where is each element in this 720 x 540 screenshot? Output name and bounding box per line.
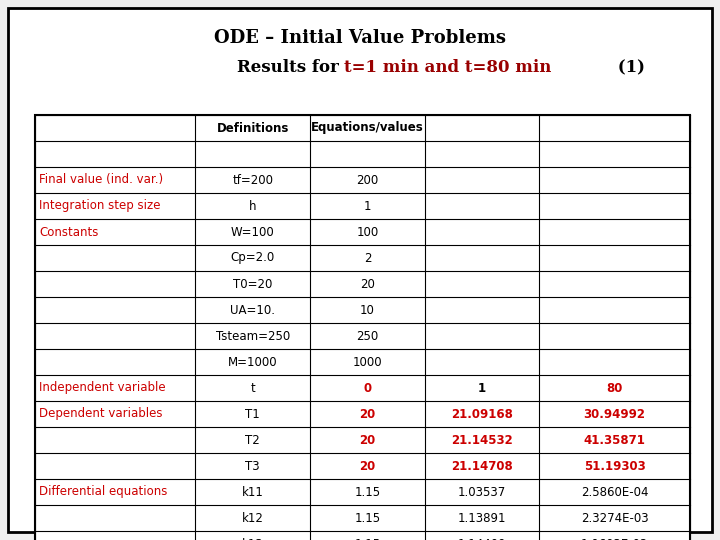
Text: 1.03537: 1.03537 <box>458 485 506 498</box>
Text: 1.15: 1.15 <box>354 537 380 540</box>
Text: T1: T1 <box>246 408 260 421</box>
Text: Results for: Results for <box>237 59 344 77</box>
Text: tf=200: tf=200 <box>233 173 274 186</box>
Text: 2.5860E-04: 2.5860E-04 <box>581 485 649 498</box>
Text: 30.94992: 30.94992 <box>584 408 646 421</box>
Text: 21.14708: 21.14708 <box>451 460 513 472</box>
Text: Differential equations: Differential equations <box>39 485 167 498</box>
Text: Constants: Constants <box>39 226 99 239</box>
Text: ODE – Initial Value Problems: ODE – Initial Value Problems <box>214 29 506 47</box>
Text: 2: 2 <box>364 252 372 265</box>
Text: k13: k13 <box>242 537 264 540</box>
Text: 1: 1 <box>364 199 372 213</box>
Text: Definitions: Definitions <box>217 122 289 134</box>
Text: W=100: W=100 <box>231 226 274 239</box>
Text: 20: 20 <box>359 460 376 472</box>
Text: 1000: 1000 <box>353 355 382 368</box>
Text: Final value (ind. var.): Final value (ind. var.) <box>39 173 163 186</box>
Text: 100: 100 <box>356 226 379 239</box>
Text: 1.15: 1.15 <box>354 511 380 524</box>
Text: k12: k12 <box>242 511 264 524</box>
Text: T0=20: T0=20 <box>233 278 272 291</box>
Bar <box>35 115 690 540</box>
Text: Cp=2.0: Cp=2.0 <box>230 252 275 265</box>
Text: 1.14409: 1.14409 <box>458 537 506 540</box>
Text: 21.09168: 21.09168 <box>451 408 513 421</box>
Text: UA=10.: UA=10. <box>230 303 275 316</box>
Text: 20: 20 <box>359 408 376 421</box>
Text: T3: T3 <box>246 460 260 472</box>
Text: 21.14532: 21.14532 <box>451 434 513 447</box>
Text: 1.15: 1.15 <box>354 485 380 498</box>
Text: (1): (1) <box>612 59 644 77</box>
Text: t=1 min and t=80 min: t=1 min and t=80 min <box>344 59 552 77</box>
Text: 2.3274E-03: 2.3274E-03 <box>581 511 649 524</box>
Text: k11: k11 <box>242 485 264 498</box>
Text: h: h <box>249 199 256 213</box>
Text: Tsteam=250: Tsteam=250 <box>216 329 290 342</box>
Text: Dependent variables: Dependent variables <box>39 408 163 421</box>
Text: 10: 10 <box>360 303 375 316</box>
Text: 200: 200 <box>356 173 379 186</box>
Text: 80: 80 <box>606 381 623 395</box>
Text: 1: 1 <box>478 381 486 395</box>
Text: 51.19303: 51.19303 <box>584 460 646 472</box>
Text: 0: 0 <box>364 381 372 395</box>
Text: T2: T2 <box>246 434 260 447</box>
Text: t: t <box>251 381 255 395</box>
Text: Independent variable: Independent variable <box>39 381 166 395</box>
Text: 20: 20 <box>360 278 375 291</box>
Text: Equations/values: Equations/values <box>311 122 424 134</box>
Text: 41.35871: 41.35871 <box>584 434 646 447</box>
Text: 250: 250 <box>356 329 379 342</box>
Text: 1.0603E-02: 1.0603E-02 <box>581 537 649 540</box>
Text: 20: 20 <box>359 434 376 447</box>
Text: Integration step size: Integration step size <box>39 199 161 213</box>
Text: 1.13891: 1.13891 <box>458 511 506 524</box>
Text: M=1000: M=1000 <box>228 355 278 368</box>
